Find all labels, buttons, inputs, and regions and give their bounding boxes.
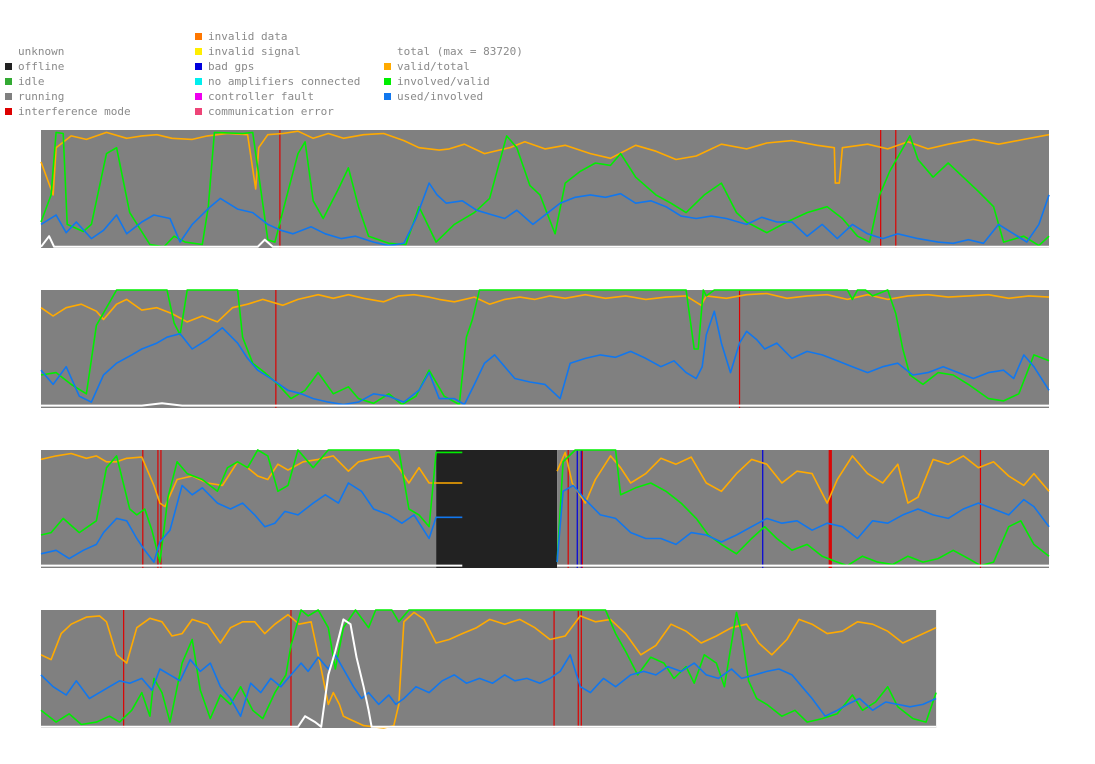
legend-swatch bbox=[5, 78, 12, 85]
legend-label: unknown bbox=[18, 45, 65, 58]
legend-label: controller fault bbox=[208, 90, 314, 103]
status-segment-running bbox=[41, 130, 1049, 248]
strip-2-plot bbox=[40, 289, 1050, 408]
series-line-valid-total bbox=[40, 130, 1050, 196]
strip-2 bbox=[0, 285, 1095, 410]
legend-label: bad gps bbox=[208, 60, 255, 73]
legend-swatch bbox=[195, 33, 202, 40]
legend-swatch bbox=[5, 93, 12, 100]
series-line-involved-valid bbox=[40, 609, 937, 726]
series-line-used-involved bbox=[40, 654, 937, 717]
status-segment-running bbox=[41, 610, 937, 728]
legend-swatch bbox=[5, 63, 12, 70]
strip-3-plot bbox=[40, 449, 1050, 568]
legend-swatch bbox=[195, 63, 202, 70]
legend-swatch bbox=[195, 93, 202, 100]
strip-3 bbox=[0, 445, 1095, 570]
legend-label: total (max = 83720) bbox=[397, 45, 523, 58]
series-line-total bbox=[41, 402, 1049, 407]
legend-label: involved/valid bbox=[397, 75, 490, 88]
series-line-total bbox=[41, 618, 937, 728]
legend-swatch bbox=[195, 78, 202, 85]
strip-4-plot bbox=[40, 609, 937, 729]
status-segment-running bbox=[41, 290, 1049, 408]
legend-swatch bbox=[384, 93, 391, 100]
status-segment-running bbox=[557, 450, 1049, 568]
series-line-total bbox=[40, 235, 1049, 248]
series-line-involved-valid bbox=[40, 449, 1050, 567]
legend-swatch bbox=[195, 48, 202, 55]
strip-1-plot bbox=[40, 130, 1050, 248]
strip-1 bbox=[0, 125, 1095, 250]
legend-label: invalid signal bbox=[208, 45, 301, 58]
legend-label: no amplifiers connected bbox=[208, 75, 361, 88]
status-segment-running bbox=[41, 450, 437, 568]
legend-label: offline bbox=[18, 60, 65, 73]
legend-label: used/involved bbox=[397, 90, 484, 103]
legend-swatch bbox=[195, 108, 202, 115]
legend-label: running bbox=[18, 90, 65, 103]
series-line-used-involved bbox=[40, 310, 1050, 406]
series-line-used-involved bbox=[40, 482, 1050, 563]
legend-label: idle bbox=[18, 75, 45, 88]
legend-label: communication error bbox=[208, 105, 334, 118]
strip-4 bbox=[0, 605, 1095, 730]
series-line-used-involved bbox=[40, 182, 1050, 247]
chart-legend: unknown offline idle running interference mo… bbox=[0, 0, 1095, 125]
legend-swatch bbox=[384, 78, 391, 85]
legend-label: valid/total bbox=[397, 60, 470, 73]
series-line-valid-total bbox=[40, 611, 937, 729]
status-segment-offline bbox=[436, 450, 558, 568]
legend-label: invalid data bbox=[208, 30, 288, 43]
legend-label: interference mode bbox=[18, 105, 131, 118]
legend-swatch bbox=[5, 108, 12, 115]
legend-swatch bbox=[384, 63, 391, 70]
